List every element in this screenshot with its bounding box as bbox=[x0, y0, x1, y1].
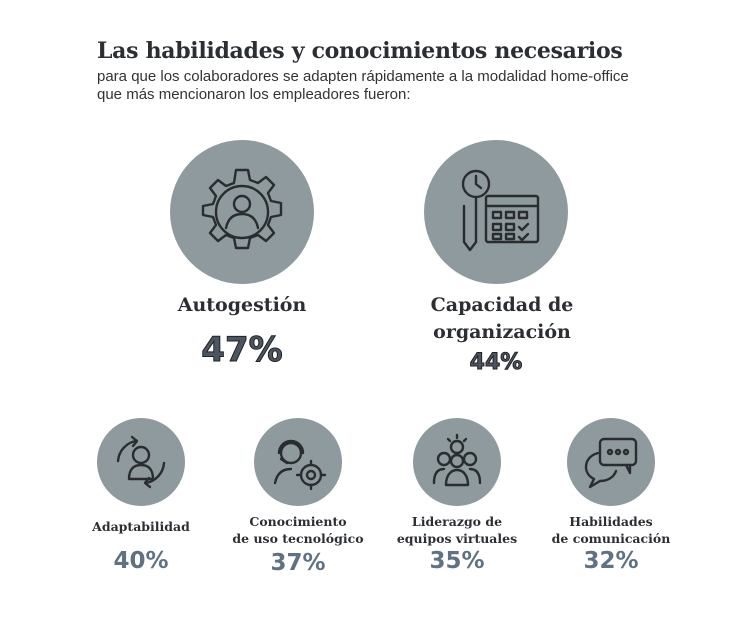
chat-bubbles-icon bbox=[567, 418, 655, 506]
skill-percent: 35% bbox=[429, 548, 485, 574]
gear-person-icon bbox=[170, 140, 314, 284]
subtitle-line-1: para que los colaboradores se adapten rá… bbox=[97, 68, 629, 85]
label-line: Habilidades bbox=[569, 514, 653, 529]
skill-percent: 40% bbox=[113, 548, 169, 574]
label-line: de uso tecnológico bbox=[232, 531, 364, 546]
label-line: Capacidad de bbox=[430, 294, 574, 316]
team-idea-icon bbox=[413, 418, 501, 506]
person-cycle-icon bbox=[97, 418, 185, 506]
skill-label: Conocimiento de uso tecnológico bbox=[232, 513, 363, 547]
label-line: de comunicación bbox=[551, 531, 671, 546]
skill-label: Liderazgo de equipos virtuales bbox=[397, 513, 517, 547]
skill-label: Adaptabilidad bbox=[92, 519, 190, 534]
skill-label: Autogestión bbox=[177, 294, 307, 316]
skill-percent: 44% bbox=[469, 350, 523, 376]
skill-percent: 37% bbox=[270, 550, 326, 576]
subtitle-line-2: que más mencionaron los empleadores fuer… bbox=[97, 86, 411, 103]
skill-label: Habilidades de comunicación bbox=[552, 513, 671, 547]
label-line: Liderazgo de bbox=[411, 514, 503, 529]
skill-label: Capacidad de organización bbox=[431, 292, 574, 346]
label-line: equipos virtuales bbox=[396, 531, 518, 546]
page-title: Las habilidades y conocimientos necesari… bbox=[97, 38, 623, 64]
calendar-clock-icon bbox=[424, 140, 568, 284]
label-line: Conocimiento bbox=[249, 514, 347, 529]
skill-percent: 47% bbox=[201, 330, 283, 371]
support-gear-icon bbox=[254, 418, 342, 506]
label-line: organización bbox=[433, 321, 571, 343]
skill-percent: 32% bbox=[583, 548, 639, 574]
